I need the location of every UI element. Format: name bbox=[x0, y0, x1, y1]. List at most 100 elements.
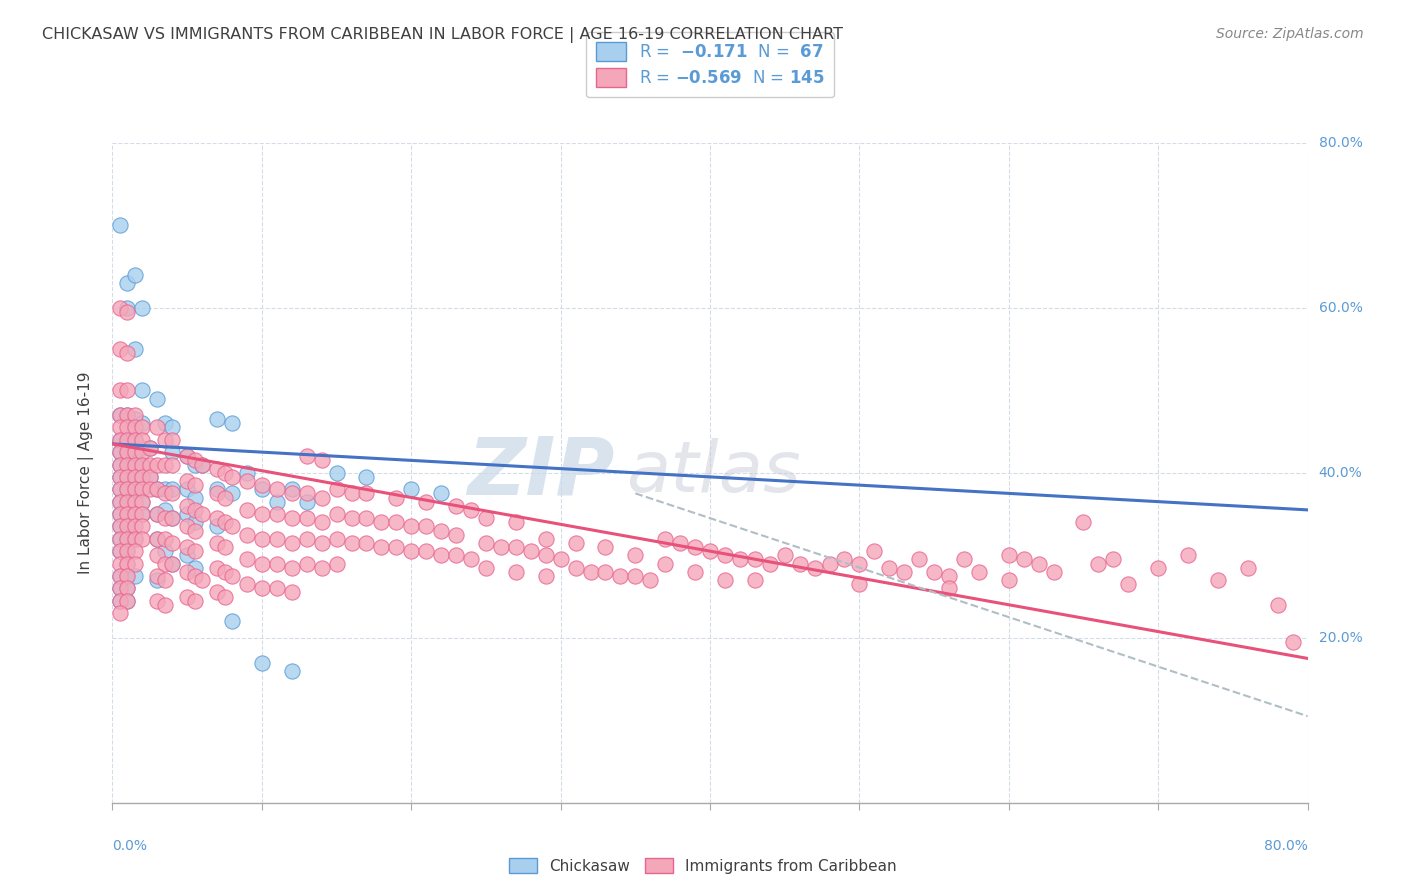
Point bbox=[108, 408, 131, 422]
Point bbox=[117, 408, 139, 422]
Point bbox=[162, 433, 183, 447]
Point bbox=[108, 458, 131, 472]
Point bbox=[579, 565, 602, 579]
Point bbox=[131, 507, 153, 521]
Point bbox=[108, 494, 131, 508]
Point bbox=[162, 486, 183, 500]
Point bbox=[117, 569, 139, 583]
Point bbox=[117, 582, 139, 596]
Point bbox=[131, 384, 153, 398]
Point bbox=[146, 593, 169, 607]
Point bbox=[191, 458, 214, 472]
Point bbox=[108, 593, 131, 607]
Point bbox=[117, 276, 139, 290]
Point bbox=[624, 569, 647, 583]
Point bbox=[564, 560, 586, 574]
Point bbox=[117, 420, 139, 434]
Point bbox=[176, 519, 198, 533]
Point bbox=[153, 511, 176, 525]
Point bbox=[131, 483, 153, 497]
Point bbox=[311, 536, 333, 550]
Point bbox=[176, 590, 198, 604]
Point bbox=[183, 516, 205, 530]
Point bbox=[401, 483, 423, 497]
Point bbox=[117, 582, 139, 596]
Text: atlas: atlas bbox=[626, 438, 801, 508]
Point bbox=[131, 458, 153, 472]
Point bbox=[131, 483, 153, 497]
Point bbox=[250, 483, 273, 497]
Point bbox=[124, 445, 146, 459]
Point bbox=[415, 494, 437, 508]
Point bbox=[117, 532, 139, 546]
Point bbox=[325, 466, 347, 480]
Point bbox=[683, 565, 706, 579]
Point bbox=[385, 491, 408, 505]
Point bbox=[131, 458, 153, 472]
Point bbox=[1087, 557, 1109, 571]
Point bbox=[205, 412, 228, 426]
Point bbox=[311, 491, 333, 505]
Point bbox=[124, 408, 146, 422]
Point bbox=[214, 590, 236, 604]
Point bbox=[108, 569, 131, 583]
Point bbox=[1118, 577, 1140, 591]
Point bbox=[401, 519, 423, 533]
Point bbox=[953, 552, 976, 566]
Point bbox=[714, 548, 737, 563]
Point bbox=[139, 470, 162, 484]
Point bbox=[131, 470, 153, 484]
Point bbox=[444, 527, 467, 541]
Point bbox=[124, 494, 146, 508]
Point bbox=[340, 511, 363, 525]
Point bbox=[295, 557, 318, 571]
Point bbox=[176, 483, 198, 497]
Point bbox=[146, 392, 169, 406]
Point bbox=[162, 557, 183, 571]
Point bbox=[475, 560, 498, 574]
Point bbox=[153, 532, 176, 546]
Point bbox=[638, 573, 662, 587]
Point bbox=[124, 507, 146, 521]
Point bbox=[221, 519, 243, 533]
Point bbox=[281, 664, 304, 678]
Point bbox=[205, 486, 228, 500]
Text: 80.0%: 80.0% bbox=[1319, 136, 1362, 150]
Point bbox=[117, 507, 139, 521]
Text: 80.0%: 80.0% bbox=[1264, 839, 1308, 853]
Point bbox=[131, 470, 153, 484]
Point bbox=[131, 519, 153, 533]
Point bbox=[848, 577, 870, 591]
Point bbox=[281, 560, 304, 574]
Point bbox=[117, 532, 139, 546]
Point bbox=[131, 301, 153, 315]
Point bbox=[108, 301, 131, 315]
Point bbox=[146, 507, 169, 521]
Point bbox=[146, 548, 169, 563]
Point bbox=[534, 532, 557, 546]
Point bbox=[340, 536, 363, 550]
Text: ZIP: ZIP bbox=[467, 434, 614, 512]
Point bbox=[728, 552, 751, 566]
Point bbox=[139, 483, 162, 497]
Point bbox=[370, 516, 392, 530]
Point bbox=[505, 565, 527, 579]
Point bbox=[124, 544, 146, 558]
Point bbox=[108, 458, 131, 472]
Point bbox=[311, 453, 333, 467]
Point bbox=[124, 470, 146, 484]
Point bbox=[534, 548, 557, 563]
Point bbox=[385, 540, 408, 554]
Point bbox=[108, 507, 131, 521]
Point bbox=[176, 499, 198, 513]
Point bbox=[153, 433, 176, 447]
Point bbox=[176, 540, 198, 554]
Point bbox=[108, 532, 131, 546]
Point bbox=[475, 536, 498, 550]
Point bbox=[131, 420, 153, 434]
Point bbox=[444, 548, 467, 563]
Point bbox=[340, 486, 363, 500]
Point bbox=[153, 416, 176, 431]
Point bbox=[520, 544, 543, 558]
Point bbox=[117, 593, 139, 607]
